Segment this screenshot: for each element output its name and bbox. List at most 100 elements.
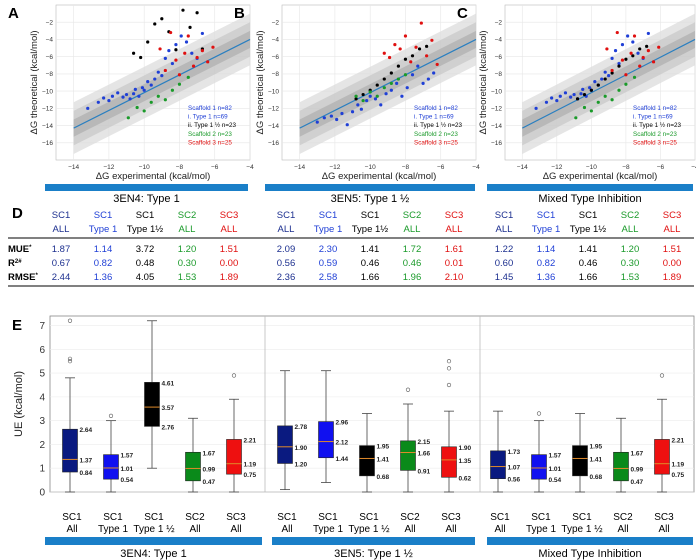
table-cell: 0.00: [220, 258, 239, 269]
table-cell: 0.46: [579, 258, 598, 269]
scatter-panel-a: −14 −12 −10 −8 −6 −4 −16 −14 −12 −10 −8 −6 −4 −2 ΔG ex…: [8, 4, 254, 205]
data-point: [636, 51, 640, 55]
data-point: [395, 81, 399, 85]
column-header-top: SC3: [663, 210, 681, 221]
panel-title: Mixed Type Inhibition: [538, 193, 641, 205]
data-point: [345, 123, 349, 127]
category-label-top: SC1: [359, 512, 379, 523]
y-tick-label: 5: [39, 369, 45, 380]
outlier: [67, 359, 73, 364]
y-tick-label: −14: [268, 123, 279, 130]
legend-entry: ii. Type 1 ½ n=23: [633, 121, 682, 129]
data-point: [163, 98, 167, 102]
column-header-bottom: Type 1: [314, 224, 343, 235]
data-point: [195, 11, 199, 15]
data-point: [610, 98, 614, 102]
data-point: [110, 94, 115, 98]
q3-label: 1.57: [121, 453, 134, 460]
data-point: [574, 116, 578, 120]
y-axis-label: ΔG theoretical (kcal/mol): [478, 30, 489, 134]
data-point: [605, 47, 609, 51]
column-header-top: SC1: [361, 210, 379, 221]
data-point: [186, 34, 190, 38]
q3-label: 2.78: [295, 424, 308, 431]
box: [441, 446, 457, 478]
category-label-bottom: Type 1 ½: [348, 524, 390, 535]
data-point: [132, 51, 136, 55]
column-header-bottom: Type 1½: [352, 224, 389, 235]
table-cell: 0.01: [445, 258, 464, 269]
column-header-top: SC1: [579, 210, 597, 221]
data-point: [135, 105, 139, 110]
x-tick-label: −4: [472, 164, 480, 171]
outlier: [231, 373, 237, 378]
y-tick-label: −2: [46, 19, 54, 26]
data-point: [610, 56, 614, 60]
x-tick-label: −10: [139, 164, 150, 171]
median-label: 1.90: [295, 445, 308, 452]
table-cell: 1.51: [220, 244, 239, 255]
data-point: [126, 116, 130, 120]
legend-entry: i. Type 1 n=69: [414, 114, 454, 121]
data-point: [409, 60, 413, 64]
y-tick-label: −2: [272, 19, 280, 26]
data-point: [419, 21, 423, 25]
table-cell: 0.30: [621, 258, 640, 269]
title-bar: [45, 184, 248, 191]
data-point: [177, 82, 182, 86]
data-point: [142, 88, 146, 92]
data-point: [379, 103, 383, 107]
legend-entry: i. Type 1 n=69: [188, 114, 228, 121]
table-cell: 0.46: [403, 258, 422, 269]
y-tick-label: −14: [491, 123, 502, 130]
y-tick-label: −8: [46, 71, 54, 78]
category-label-bottom: Type 1: [313, 524, 343, 535]
y-tick-label: 6: [39, 345, 45, 356]
data-point: [188, 25, 192, 29]
data-point: [128, 97, 132, 101]
category-label-top: SC1: [144, 512, 164, 523]
data-point: [617, 64, 621, 68]
data-point: [624, 73, 628, 77]
q1-label: 1.20: [295, 461, 308, 468]
data-point: [593, 80, 597, 84]
group-bar: [45, 537, 262, 545]
data-point: [322, 116, 326, 120]
y-tick-label: −16: [491, 140, 502, 147]
data-point: [387, 55, 392, 60]
data-point: [156, 94, 160, 98]
median-label: 1.35: [459, 458, 472, 465]
fit-line: [73, 38, 251, 129]
table-cell: 0.60: [495, 258, 514, 269]
data-point: [179, 34, 183, 38]
data-point: [417, 47, 422, 51]
y-tick-label: 7: [39, 321, 45, 332]
box: [613, 451, 629, 482]
category-label-bottom: All: [617, 524, 628, 535]
data-point: [657, 45, 661, 49]
panel-label: D: [12, 205, 23, 222]
box: [185, 451, 201, 482]
data-point: [432, 71, 436, 75]
column-header-top: SC3: [445, 210, 463, 221]
data-point: [146, 80, 150, 84]
data-point: [435, 62, 439, 67]
data-point: [632, 75, 637, 79]
table-cell: 0.67: [52, 258, 71, 269]
median-label: 1.07: [508, 465, 521, 472]
column-header-bottom: ALL: [446, 224, 463, 235]
data-point: [361, 98, 365, 103]
data-point: [174, 58, 178, 62]
box: [531, 454, 547, 480]
data-point: [405, 86, 409, 90]
q3-label: 1.90: [459, 445, 472, 452]
legend-entry: Scaffold 2 n=23: [188, 131, 232, 138]
column-header-top: SC3: [220, 210, 238, 221]
column-header-bottom: ALL: [278, 224, 295, 235]
q1-label: 0.47: [631, 479, 644, 486]
data-point: [403, 57, 408, 61]
q1-label: 0.75: [244, 472, 257, 479]
legend-entry: Scaffold 3 n=25: [188, 139, 232, 146]
data-point: [373, 97, 378, 101]
data-point: [617, 88, 621, 92]
